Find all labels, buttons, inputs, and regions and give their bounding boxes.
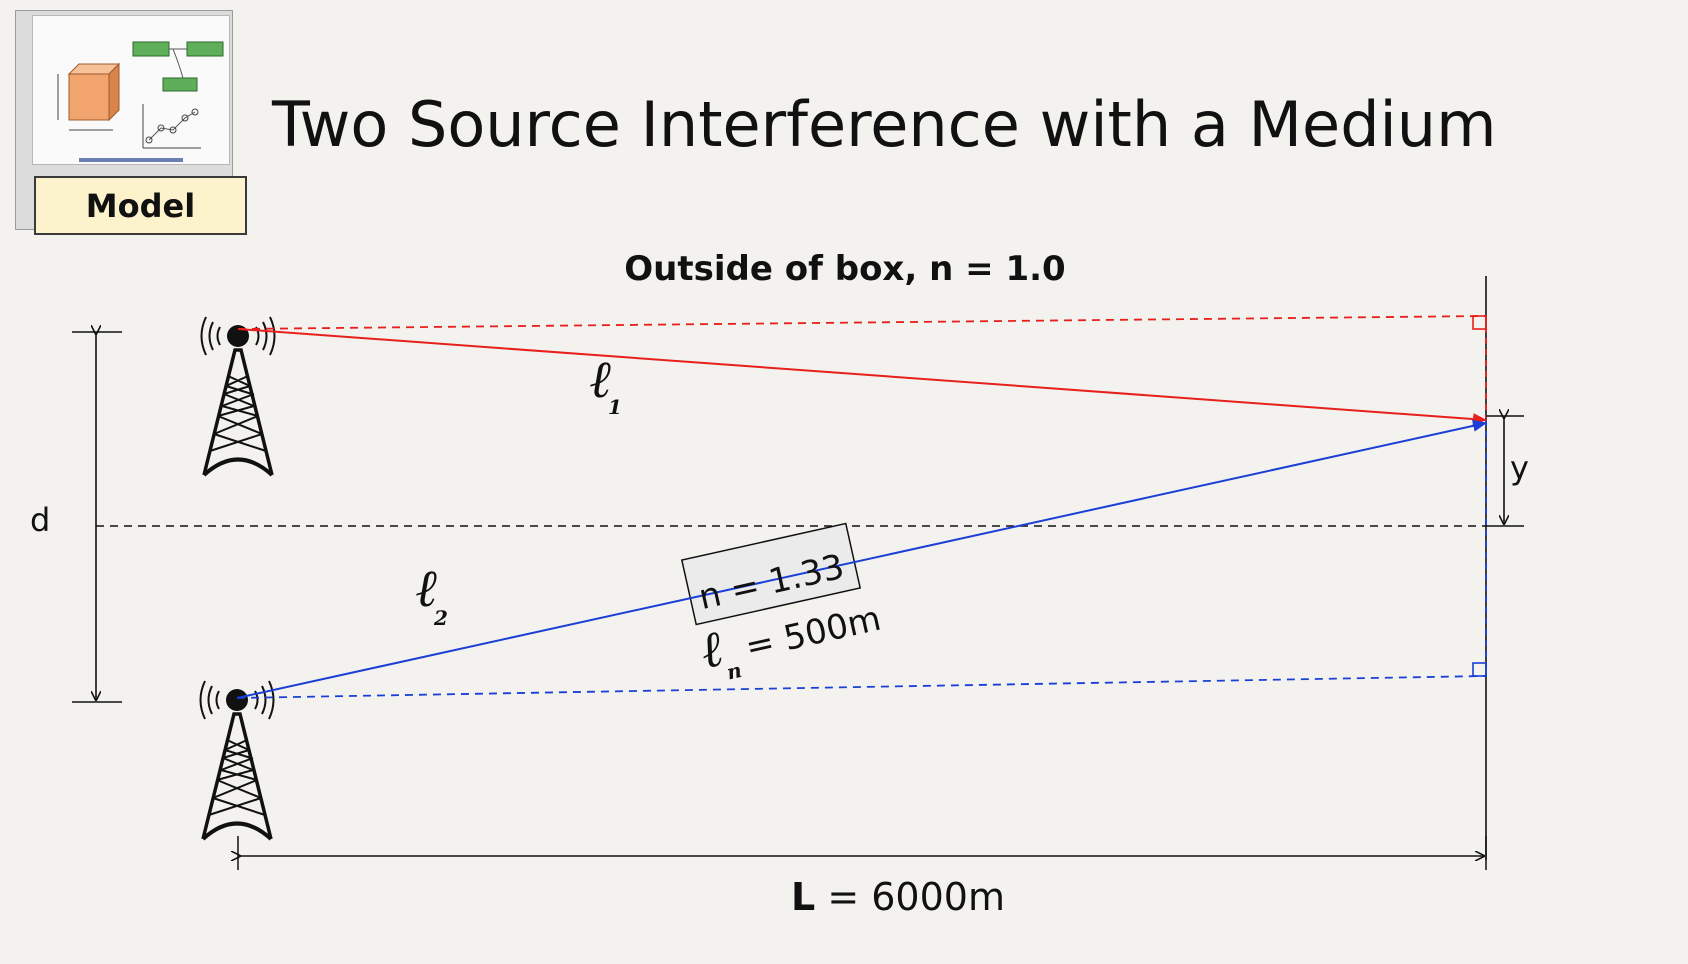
L-label-symbol: L: [791, 875, 815, 919]
medium-box: [680, 522, 862, 626]
model-thumbnail: Model: [15, 10, 247, 235]
path2-symbol: ℓ: [416, 558, 438, 619]
source-tower-2-icon: [198, 679, 276, 841]
path1-right-angle-marker: [1472, 315, 1487, 330]
y-label: y: [1510, 449, 1529, 487]
L-label: L = 6000m: [791, 875, 1005, 919]
path1-label: ℓ 1: [590, 349, 622, 419]
path2-reference-dashed: [236, 675, 1487, 699]
path1-symbol: ℓ: [590, 349, 612, 410]
medium-length-symbol: ℓ: [695, 618, 729, 680]
outside-index-label: Outside of box, n = 1.0: [624, 249, 1065, 289]
path1-ray: [237, 328, 1487, 426]
model-diagram-icon: [57, 41, 224, 162]
source-tower-1-icon: [199, 315, 277, 477]
medium-length-subscript: n: [724, 658, 743, 685]
path2-subscript: 2: [433, 606, 448, 630]
path2-right-angle-marker: [1472, 662, 1487, 677]
d-label: d: [30, 501, 50, 539]
path1-reference-dashed: [237, 315, 1487, 330]
model-label: Model: [34, 176, 247, 235]
path1-subscript: 1: [608, 395, 622, 419]
model-thumbnail-canvas: [32, 15, 230, 165]
L-label-value: = 6000m: [815, 875, 1005, 919]
path2-label: ℓ 2: [416, 558, 448, 630]
path2-ray: [236, 419, 1487, 699]
slide-title: Two Source Interference with a Medium: [272, 88, 1497, 161]
